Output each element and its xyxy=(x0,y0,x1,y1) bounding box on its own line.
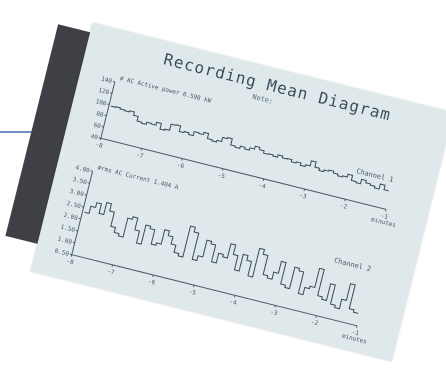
channel-2-x-tick: -1 xyxy=(351,329,360,338)
channel-2-y-tick: 1.50 xyxy=(60,224,76,234)
channel-1-trace xyxy=(110,105,389,192)
channel-1-x-tick: -2 xyxy=(339,202,348,211)
channel-2-trace xyxy=(84,201,359,314)
channel-2-plot: 4.00 3.50 3.00 2.50 2.00 1.50 1.00 0.50-8 -7 -6 -5… xyxy=(54,164,360,338)
channel-2-x-tick: -8 xyxy=(66,258,75,267)
channel-2-y-tick: 3.00 xyxy=(69,188,85,198)
channel-1-x-tick: -4 xyxy=(258,182,267,191)
channel-2-x-tick: -7 xyxy=(106,268,115,277)
channel-1-x-tick: -1 xyxy=(380,212,389,221)
channel-1-x-tick: -6 xyxy=(176,162,185,171)
channel-2-x-tick: -5 xyxy=(188,288,197,297)
channel-1-x-tick: -3 xyxy=(298,192,307,201)
channel-1-x-tick: -5 xyxy=(217,172,226,181)
channel-1-x-tick: -8 xyxy=(95,141,104,150)
channel-1-x-tick: -7 xyxy=(135,151,144,160)
diagram-sheet: Recording Mean Diagram Note: # AC Active… xyxy=(31,23,446,361)
channel-1-y-tick: 80 xyxy=(96,110,105,119)
printed-diagram-photo: Recording Mean Diagram Note: # AC Active… xyxy=(30,22,446,362)
channel-1-y-tick: 100 xyxy=(95,98,108,108)
channel-2-x-tick: -4 xyxy=(229,298,238,307)
channel-2-axes xyxy=(71,171,358,327)
channel-2-x-tick: -3 xyxy=(269,308,278,317)
channel-2-x-tick: -2 xyxy=(310,319,319,328)
channel-1-y-tick: 140 xyxy=(100,76,113,86)
channel-2-y-tick: 4.00 xyxy=(75,164,91,174)
channel-2-y-tick: 3.50 xyxy=(72,176,88,186)
channel-1-y-tick: 60 xyxy=(93,122,102,131)
channel-1-y-tick: 120 xyxy=(98,87,111,97)
channel-2-y-tick: 2.50 xyxy=(66,200,82,210)
channel-1-axes xyxy=(100,81,387,210)
channel-2-y-tick: 0.50 xyxy=(54,248,70,258)
channel-2-y-tick: 2.00 xyxy=(63,212,79,222)
channel-1-y-tick: 40 xyxy=(90,133,99,142)
channel-2-y-tick: 1.00 xyxy=(57,236,73,246)
channel-2-x-tick: -6 xyxy=(147,278,156,287)
